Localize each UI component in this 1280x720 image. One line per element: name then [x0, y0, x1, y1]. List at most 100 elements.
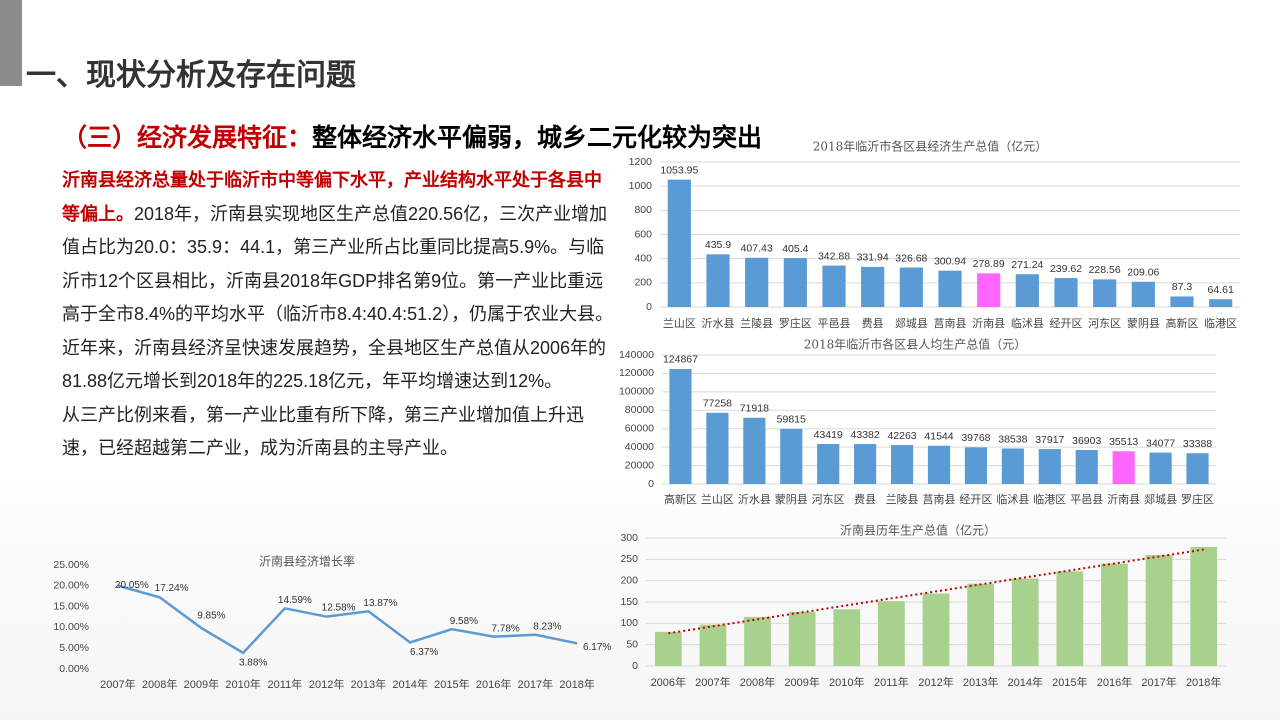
bar: [1149, 452, 1172, 484]
x-tick-label: 罗庄区: [1181, 492, 1214, 506]
value-label: 8.23%: [533, 621, 561, 632]
y-tick-label: 300: [620, 532, 638, 544]
bar: [654, 631, 682, 666]
bar: [745, 257, 769, 307]
x-tick-label: 2007年: [100, 677, 135, 691]
value-label: 43382: [851, 429, 880, 441]
value-label: 14.59%: [278, 595, 312, 606]
bar: [938, 270, 962, 307]
value-label: 38538: [998, 433, 1027, 445]
bar: [817, 443, 840, 484]
value-label: 7.78%: [491, 623, 519, 634]
y-tick-label: 20000: [625, 459, 654, 471]
y-tick-label: 5.00%: [59, 642, 89, 654]
bar: [699, 624, 727, 666]
x-tick-label: 2013年: [351, 677, 386, 691]
accent-bar: [0, 0, 22, 86]
body-text: 沂南县经济总量处于临沂市中等偏下水平，产业结构水平处于各县中等偏上。2018年，…: [62, 164, 614, 466]
paragraph: 从三产比例来看，第一产业比重有所下降，第三产业增加值上升迅速，已经超越第二产业，…: [62, 404, 584, 459]
chart-title: 2018年临沂市各区县人均生产总值（元）: [804, 337, 1027, 352]
subtitle-text: 整体经济水平偏弱，城乡二元化较为突出: [312, 124, 763, 152]
bar: [1101, 563, 1128, 666]
y-tick-label: 40000: [625, 441, 654, 453]
x-tick-label: 2009年: [184, 677, 219, 691]
x-tick-label: 2014年: [1007, 675, 1042, 689]
bar: [706, 254, 730, 307]
value-label: 1053.95: [660, 164, 698, 176]
y-tick-label: 15.00%: [53, 600, 89, 612]
x-tick-label: 罗庄区: [779, 316, 812, 330]
x-tick-label: 临沭县: [996, 492, 1029, 506]
value-label: 209.06: [1127, 267, 1159, 279]
bar: [967, 583, 994, 666]
value-label: 3.88%: [239, 657, 267, 668]
y-tick-label: 0: [632, 660, 638, 672]
bar: [1190, 546, 1218, 666]
x-tick-label: 2017年: [518, 677, 553, 691]
x-tick-label: 莒南县: [934, 317, 967, 330]
bar: [669, 368, 692, 484]
value-label: 331.94: [857, 252, 889, 264]
bar: [977, 273, 1001, 307]
header-title: 一、现状分析及存在问题: [26, 59, 356, 92]
value-label: 13.87%: [363, 598, 397, 609]
value-label: 9.85%: [197, 611, 225, 622]
x-tick-label: 2016年: [476, 677, 511, 691]
value-label: 342.88: [818, 250, 850, 262]
bar: [927, 445, 951, 484]
x-tick-label: 2012年: [918, 675, 953, 689]
x-tick-label: 经开区: [1050, 317, 1083, 330]
x-tick-label: 2015年: [434, 677, 469, 691]
x-tick-label: 临港区: [1204, 316, 1237, 330]
y-tick-label: 0.00%: [59, 663, 89, 675]
bar: [833, 609, 861, 666]
bar: [1011, 578, 1039, 666]
chart-title: 沂南县历年生产总值（亿元）: [840, 523, 996, 538]
value-label: 36903: [1072, 435, 1101, 447]
y-tick-label: 25.00%: [53, 559, 89, 571]
x-tick-label: 2015年: [1052, 675, 1087, 689]
x-tick-label: 2008年: [142, 677, 177, 691]
bar: [964, 447, 988, 484]
value-label: 42263: [887, 430, 916, 442]
bar: [1056, 571, 1084, 666]
y-tick-label: 800: [634, 204, 652, 216]
x-tick-label: 经开区: [959, 493, 992, 506]
value-label: 9.58%: [450, 616, 478, 627]
x-tick-label: 2010年: [829, 675, 864, 689]
paragraph-text: 2018年，沂南县实现地区生产总值220.56亿，三次产业增加值占比为20.0：…: [62, 203, 614, 325]
x-tick-label: 郯城县: [1144, 492, 1177, 506]
x-tick-label: 河东区: [1088, 317, 1121, 330]
x-tick-label: 2014年: [392, 677, 427, 691]
subtitle: （三）经济发展特征：整体经济水平偏弱，城乡二元化较为突出: [62, 118, 762, 154]
value-label: 17.24%: [155, 583, 189, 594]
y-tick-label: 0: [646, 301, 652, 313]
paragraph: 沂南县经济总量处于临沂市中等偏下水平，产业结构水平处于各县中等偏上。2018年，…: [62, 164, 614, 332]
value-label: 326.68: [895, 252, 927, 264]
value-label: 43419: [814, 429, 843, 441]
bar: [743, 417, 766, 484]
value-label: 405.4: [782, 243, 808, 255]
x-tick-label: 莒南县: [923, 493, 956, 506]
x-tick-label: 2017年: [1141, 675, 1176, 689]
x-tick-label: 高新区: [664, 492, 697, 506]
bar: [783, 258, 807, 307]
bar: [1131, 281, 1155, 307]
value-label: 71918: [740, 403, 769, 415]
y-tick-label: 200: [620, 574, 638, 586]
bar: [822, 265, 846, 307]
value-label: 34077: [1146, 437, 1175, 449]
bar: [1093, 279, 1117, 307]
paragraph-lead: 沂南县经济总量处于临沂市中等偏下水平，产业结构水平处于各县中等偏上。: [62, 170, 602, 224]
y-tick-label: 1000: [629, 180, 653, 192]
y-tick-label: 140000: [619, 349, 654, 361]
value-label: 33388: [1183, 438, 1212, 450]
x-tick-label: 2018年: [1186, 675, 1221, 689]
x-tick-label: 2011年: [268, 677, 303, 691]
x-tick-label: 2009年: [784, 675, 819, 689]
x-tick-label: 2006年: [651, 675, 686, 689]
value-label: 59815: [777, 414, 806, 426]
bar: [1170, 296, 1194, 307]
